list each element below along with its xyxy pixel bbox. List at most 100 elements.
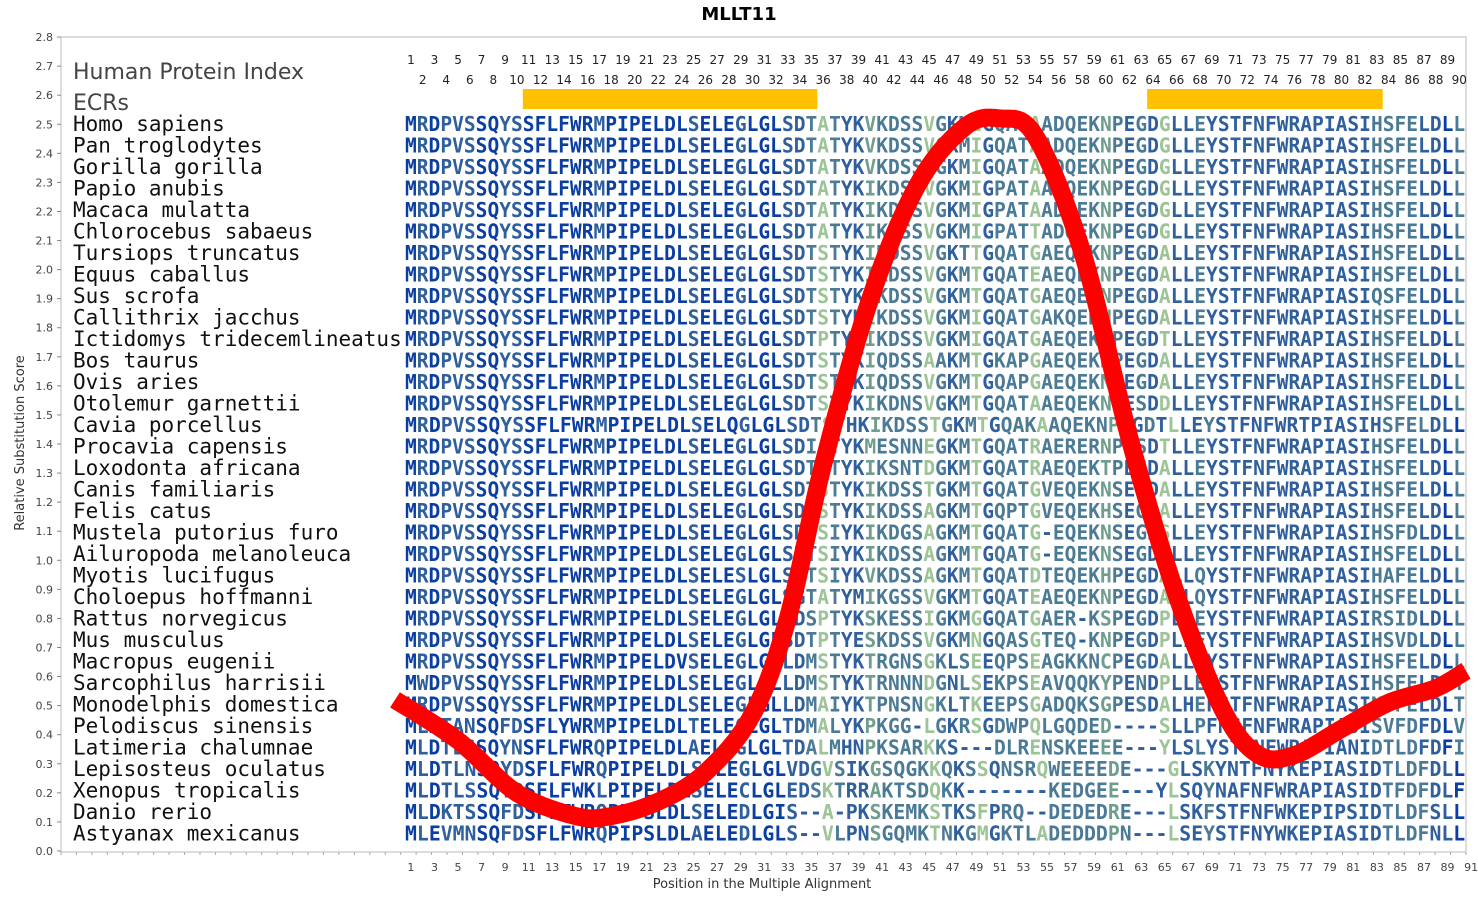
residue: S bbox=[1347, 607, 1359, 631]
residue: T bbox=[1453, 693, 1465, 717]
residue: T bbox=[806, 456, 818, 480]
residue: D bbox=[1430, 306, 1442, 330]
residue: K bbox=[1088, 499, 1100, 523]
residue: A bbox=[452, 714, 464, 738]
residue: I bbox=[864, 327, 876, 351]
residue: M bbox=[405, 198, 417, 222]
sequence-row: MRDPVSSQYSSFLFWRMPIPELDLSELQGLGLSDTSTHKI… bbox=[405, 413, 1465, 437]
residue: S bbox=[1218, 198, 1230, 222]
residue: L bbox=[770, 714, 782, 738]
residue: D bbox=[1430, 585, 1442, 609]
residue: L bbox=[1453, 112, 1465, 136]
residue: W bbox=[570, 349, 583, 373]
residue: A bbox=[1300, 327, 1312, 351]
residue: G bbox=[935, 263, 947, 287]
residue: V bbox=[1383, 714, 1395, 738]
top-index-even-label: 52 bbox=[1004, 73, 1019, 87]
residue: E bbox=[1088, 736, 1100, 760]
residue: E bbox=[1194, 499, 1206, 523]
residue: F bbox=[1418, 779, 1430, 803]
residue: Q bbox=[1065, 542, 1077, 566]
residue: Y bbox=[841, 327, 853, 351]
residue: Y bbox=[499, 435, 511, 459]
residue: A bbox=[1041, 349, 1053, 373]
residue: - bbox=[1132, 800, 1144, 824]
residue: Y bbox=[499, 155, 511, 179]
residue: R bbox=[1289, 542, 1302, 566]
residue: - bbox=[1155, 800, 1167, 824]
residue: E bbox=[723, 607, 735, 631]
residue: G bbox=[735, 263, 747, 287]
residue: S bbox=[1347, 671, 1359, 695]
residue: K bbox=[947, 521, 959, 545]
top-index-even-label: 56 bbox=[1051, 73, 1066, 87]
residue: V bbox=[452, 241, 464, 265]
residue: F bbox=[535, 327, 547, 351]
residue: R bbox=[582, 736, 595, 760]
residue: K bbox=[1088, 392, 1100, 416]
residue: E bbox=[700, 585, 712, 609]
residue: F bbox=[558, 585, 570, 609]
residue: N bbox=[1100, 435, 1112, 459]
residue: M bbox=[905, 822, 917, 846]
residue: E bbox=[982, 650, 994, 674]
residue: D bbox=[429, 628, 441, 652]
residue: F bbox=[1395, 564, 1407, 588]
residue: R bbox=[1289, 585, 1302, 609]
residue: E bbox=[1076, 349, 1088, 373]
residue: G bbox=[762, 413, 774, 437]
residue: L bbox=[770, 370, 782, 394]
residue: D bbox=[1147, 693, 1159, 717]
residue: V bbox=[923, 198, 935, 222]
residue: S bbox=[1347, 650, 1359, 674]
residue: E bbox=[1076, 521, 1088, 545]
residue: F bbox=[1241, 671, 1253, 695]
residue: I bbox=[617, 198, 629, 222]
residue: D bbox=[923, 671, 935, 695]
residue: E bbox=[1194, 693, 1206, 717]
residue: R bbox=[582, 392, 595, 416]
residue: S bbox=[511, 521, 523, 545]
residue: Y bbox=[1159, 736, 1171, 760]
residue: D bbox=[1371, 736, 1383, 760]
residue: P bbox=[1112, 306, 1124, 330]
residue: N bbox=[1253, 499, 1265, 523]
residue: P bbox=[1112, 327, 1124, 351]
residue: G bbox=[735, 478, 747, 502]
residue: T bbox=[1018, 607, 1030, 631]
residue: L bbox=[676, 521, 688, 545]
residue: D bbox=[429, 736, 441, 760]
residue: L bbox=[546, 671, 558, 695]
residue: I bbox=[1324, 198, 1336, 222]
residue: Q bbox=[994, 327, 1006, 351]
residue: E bbox=[727, 800, 739, 824]
residue: D bbox=[1144, 413, 1156, 437]
residue: K bbox=[853, 284, 865, 308]
residue: F bbox=[535, 499, 547, 523]
species-label: Macaca mulatta bbox=[73, 198, 250, 222]
residue: I bbox=[1359, 499, 1371, 523]
residue: D bbox=[888, 112, 900, 136]
residue: F bbox=[1241, 263, 1253, 287]
residue: K bbox=[1088, 327, 1100, 351]
residue: K bbox=[953, 757, 965, 781]
residue: I bbox=[1358, 800, 1370, 824]
residue: K bbox=[876, 585, 888, 609]
y-tick-label: 0.2 bbox=[36, 787, 54, 800]
residue: D bbox=[1147, 607, 1159, 631]
residue: L bbox=[1171, 263, 1183, 287]
residue: G bbox=[1159, 220, 1171, 244]
residue: D bbox=[667, 800, 679, 824]
y-tick-label: 0.1 bbox=[36, 816, 54, 829]
residue: I bbox=[829, 564, 841, 588]
residue: L bbox=[770, 607, 782, 631]
residue: Y bbox=[841, 435, 853, 459]
residue: Q bbox=[596, 822, 608, 846]
residue: S bbox=[511, 327, 523, 351]
residue: L bbox=[453, 757, 465, 781]
residue: F bbox=[1265, 263, 1277, 287]
residue: L bbox=[747, 521, 759, 545]
residue: E bbox=[1194, 349, 1206, 373]
residue: I bbox=[1322, 757, 1334, 781]
residue: L bbox=[676, 349, 688, 373]
